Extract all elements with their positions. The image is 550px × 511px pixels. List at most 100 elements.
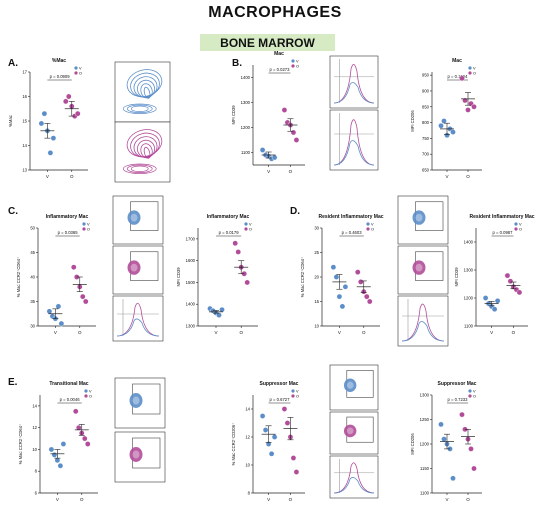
y-tick-label: 25 <box>314 250 319 255</box>
contour-ring <box>130 105 149 112</box>
data-point <box>438 421 444 428</box>
legend-label: O <box>296 394 299 398</box>
data-point <box>235 249 241 255</box>
y-tick-label: 1150 <box>420 466 430 471</box>
legend-label: V <box>371 222 374 226</box>
cell-population <box>129 393 143 408</box>
data-point <box>333 274 340 280</box>
flow-plot-frame <box>114 61 171 123</box>
y-tick-label: 1300 <box>464 268 474 273</box>
data-point <box>58 320 65 327</box>
legend-marker <box>291 389 295 393</box>
y-tick-label: 1100 <box>241 150 251 155</box>
y-tick-label: 13 <box>22 168 27 173</box>
x-tick-label: V <box>267 169 270 174</box>
data-point <box>491 306 498 313</box>
cell-population <box>343 378 357 392</box>
x-tick-label: V <box>46 174 49 179</box>
y-tick-label: 1200 <box>464 296 474 301</box>
panel-letter: C. <box>8 206 18 217</box>
legend-marker <box>514 222 518 226</box>
x-tick-label: V <box>267 497 270 502</box>
y-tick-label: 750 <box>422 136 430 141</box>
legend-label: V <box>473 66 476 70</box>
legend-marker <box>84 394 88 398</box>
data-point <box>468 446 474 452</box>
y-tick-label: 1700 <box>186 236 196 241</box>
y-tick-label: 650 <box>422 168 430 173</box>
histogram-curve-o <box>333 462 375 494</box>
legend-label: O <box>249 227 252 231</box>
y-tick-label: 1400 <box>464 240 474 245</box>
flow-plot-frame <box>114 121 171 183</box>
y-tick-label: 700 <box>422 152 430 157</box>
cell-population-core <box>346 381 354 389</box>
data-point <box>259 147 266 153</box>
x-tick-label: O <box>78 330 82 335</box>
x-tick-label: O <box>466 497 470 502</box>
data-point <box>262 427 269 433</box>
y-tick-label: 950 <box>422 73 430 78</box>
legend-marker <box>84 389 88 393</box>
legend-marker <box>291 394 295 398</box>
histogram-curve-o <box>401 303 445 342</box>
x-tick-label: O <box>239 330 243 335</box>
y-tick-label: 8 <box>35 469 38 474</box>
y-tick-label: 1200 <box>241 125 251 130</box>
legend-label: V <box>79 66 82 70</box>
data-point <box>216 312 222 318</box>
contour-ring <box>137 79 156 98</box>
histogram-curve-v <box>333 82 375 104</box>
data-point <box>504 272 511 279</box>
contour-ring <box>126 129 163 158</box>
p-value-label: p = 0.6727 <box>270 397 291 402</box>
data-point <box>60 441 67 447</box>
contour-ring <box>143 86 151 99</box>
contour-ring <box>130 72 160 98</box>
data-point <box>259 413 266 419</box>
y-tick-label: 1300 <box>186 324 196 329</box>
y-tick-label: 50 <box>30 226 35 231</box>
data-point <box>357 279 364 285</box>
legend-label: O <box>371 227 374 231</box>
x-tick-label: V <box>490 330 493 335</box>
panel-letter: D. <box>290 206 300 217</box>
legend-marker <box>244 222 248 226</box>
legend-marker <box>82 227 86 231</box>
contour-ring <box>126 104 153 113</box>
data-point <box>57 462 64 469</box>
x-tick-label: V <box>445 497 448 502</box>
y-tick-label: 14 <box>22 143 27 148</box>
y-tick-label: 1600 <box>186 258 196 263</box>
y-tick-label: 10 <box>245 463 250 468</box>
x-tick-label: O <box>512 330 516 335</box>
y-tick-label: 1200 <box>420 442 430 447</box>
plot-title: Inflammatory Mac <box>46 214 89 220</box>
data-point <box>72 408 79 415</box>
legend-label: V <box>89 389 92 393</box>
data-point <box>441 118 447 124</box>
legend-marker <box>468 66 472 70</box>
cell-population <box>412 260 426 275</box>
flow-plot-frame <box>329 455 379 499</box>
data-point <box>459 75 465 82</box>
y-tick-label: 1300 <box>420 393 430 398</box>
data-point <box>441 436 447 442</box>
data-point <box>219 306 225 313</box>
data-point <box>516 289 523 296</box>
x-tick-label: V <box>214 330 217 335</box>
data-point <box>271 154 278 161</box>
contour-ring <box>122 163 157 174</box>
legend-marker <box>514 227 518 231</box>
cell-population-core <box>130 213 138 222</box>
y-axis-label: MFI CD39 <box>231 105 236 125</box>
data-point <box>471 103 477 110</box>
histogram-curve-v <box>401 321 445 342</box>
histogram-curve-o <box>333 119 375 166</box>
panel-letter: E. <box>8 377 18 388</box>
cell-population <box>412 210 426 225</box>
y-axis-label: MFI CD206 <box>410 433 415 455</box>
legend-marker <box>291 64 295 68</box>
legend-label: O <box>87 227 90 231</box>
